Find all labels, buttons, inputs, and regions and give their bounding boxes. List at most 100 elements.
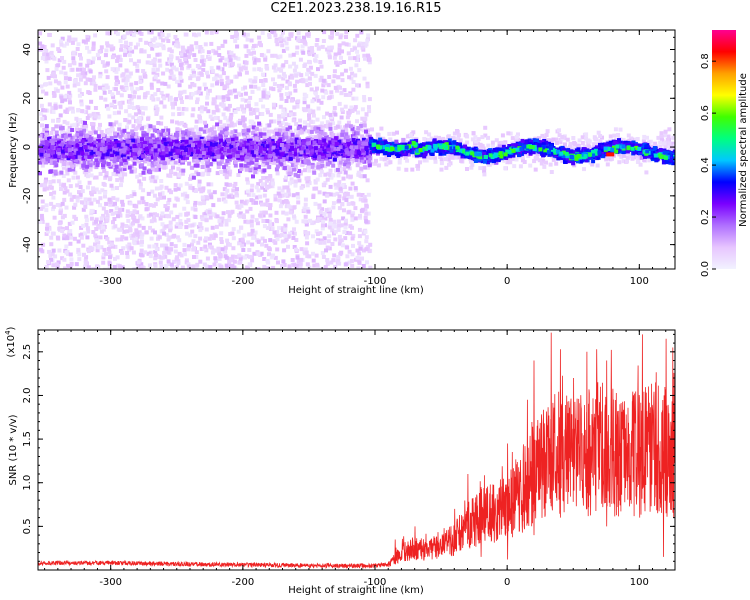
heatmap-cell (582, 144, 587, 149)
heatmap-cell (510, 157, 515, 162)
heatmap-cell (276, 162, 280, 167)
heatmap-cell (38, 41, 43, 46)
heatmap-cell (265, 66, 270, 71)
heatmap-cell (322, 236, 327, 241)
heatmap-cell (60, 36, 65, 41)
heatmap-cell (104, 173, 109, 178)
heatmap-cell (91, 41, 96, 46)
heatmap-cell (154, 186, 159, 191)
heatmap-cell (534, 155, 539, 160)
heatmap-cell (203, 211, 208, 216)
heatmap-cell (42, 187, 47, 192)
heatmap-cell (662, 141, 667, 146)
heatmap-cell (219, 231, 224, 236)
heatmap-cell (198, 259, 203, 264)
heatmap-cell (363, 229, 368, 234)
heatmap-cell (363, 207, 368, 212)
heatmap-cell (355, 163, 360, 168)
heatmap-cell (234, 30, 238, 35)
heatmap-cell (594, 137, 599, 142)
heatmap-cell (62, 182, 67, 187)
heatmap-cell (528, 163, 533, 168)
heatmap-cell (322, 191, 327, 196)
heatmap-cell (121, 78, 126, 83)
heatmap-cell (56, 236, 61, 241)
heatmap-cell (208, 215, 213, 220)
heatmap-cell (259, 53, 264, 57)
heatmap-cell (113, 201, 117, 206)
heatmap-cell (70, 106, 75, 111)
heatmap-cell (183, 123, 188, 128)
heatmap-cell (350, 217, 355, 222)
heatmap-cell (107, 177, 112, 182)
heatmap-cell (357, 68, 362, 73)
heatmap-cell (149, 236, 154, 241)
heatmap-cell (118, 213, 123, 218)
heatmap-cell (161, 228, 166, 233)
heatmap-cell (115, 197, 120, 202)
heatmap-cell (365, 165, 370, 170)
heatmap-cell (152, 77, 157, 82)
heatmap-cell (296, 200, 301, 205)
heatmap-cell (44, 127, 49, 132)
heatmap-cell (563, 142, 567, 147)
heatmap-cell (298, 262, 303, 267)
heatmap-cell (200, 105, 205, 110)
heatmap-cell (91, 129, 96, 133)
heatmap-cell (143, 106, 148, 111)
heatmap-cell (252, 60, 257, 65)
heatmap-cell (280, 83, 285, 88)
heatmap-cell (173, 187, 178, 192)
heatmap-cell (231, 188, 236, 193)
heatmap-cell (194, 119, 199, 124)
heatmap-cell (262, 224, 267, 229)
heatmap-cell (221, 112, 226, 117)
heatmap-cell (68, 184, 73, 189)
heatmap-cell (82, 123, 86, 128)
heatmap-cell (252, 111, 257, 115)
heatmap-cell (277, 114, 282, 119)
heatmap-cell (111, 244, 115, 249)
heatmap-cell (304, 176, 309, 181)
heatmap-cell (225, 75, 230, 80)
heatmap-cell (58, 113, 63, 118)
heatmap-cell (51, 127, 56, 132)
heatmap-cell (439, 161, 444, 166)
heatmap-cell (281, 112, 285, 117)
heatmap-cell (540, 133, 545, 138)
heatmap-cell (121, 72, 126, 77)
heatmap-cell (660, 138, 664, 143)
heatmap-cell (328, 172, 332, 177)
heatmap-cell (348, 66, 353, 71)
heatmap-cell (276, 158, 280, 163)
heatmap-cell (254, 185, 259, 190)
heatmap-cell (294, 128, 298, 133)
heatmap-cell (253, 108, 257, 113)
heatmap-cell (228, 232, 233, 236)
heatmap-cell (207, 189, 212, 194)
heatmap-cell (250, 228, 255, 233)
heatmap-cell (282, 166, 287, 170)
heatmap-cell (192, 32, 196, 37)
heatmap-cell (156, 79, 161, 84)
heatmap-cell (217, 95, 222, 100)
heatmap-cell (148, 170, 153, 175)
heatmap-cell (97, 126, 102, 131)
heatmap-cell (275, 247, 280, 252)
heatmap-cell (302, 207, 307, 212)
heatmap-cell (216, 246, 221, 251)
heatmap-cell (243, 91, 248, 96)
heatmap-cell (155, 213, 159, 218)
heatmap-cell (253, 166, 258, 171)
heatmap-cell (236, 56, 241, 61)
heatmap-cell (62, 233, 67, 238)
heatmap-cell (274, 39, 279, 44)
heatmap-cell (111, 172, 116, 176)
heatmap-cell (218, 252, 223, 257)
heatmap-cell (222, 249, 227, 254)
heatmap-cell (224, 182, 229, 187)
heatmap-cell (304, 78, 309, 83)
heatmap-cell (97, 245, 102, 250)
heatmap-cell (180, 111, 185, 116)
heatmap-cell (206, 109, 211, 114)
